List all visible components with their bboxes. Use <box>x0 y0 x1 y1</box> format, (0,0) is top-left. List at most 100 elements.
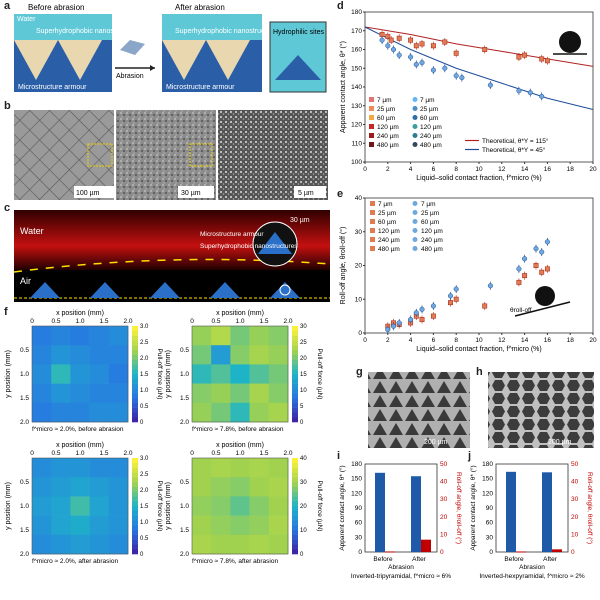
colorbar-segment <box>292 412 298 418</box>
heatmap-cell <box>70 402 90 423</box>
colorbar-segment <box>132 510 138 516</box>
x-tick-label: 2.0 <box>283 450 292 457</box>
colorbar-segment <box>132 393 138 399</box>
colorbar-segment <box>132 491 138 497</box>
armour-right-label: Microstructure armour <box>166 84 235 91</box>
panel-b-sem: 100 µm 30 µm 5 µm <box>14 110 328 200</box>
legend-marker <box>369 115 374 120</box>
chart-caption: Inverted-tripyramidal, f^micro ≈ 6% <box>351 573 451 580</box>
colorbar-segment <box>292 330 298 336</box>
colorbar-segment <box>132 407 138 413</box>
panel-label-b: b <box>4 100 11 112</box>
x-tick-label: 0 <box>190 318 194 325</box>
y2-axis-label: Roll-off angle, θroll-off (°) <box>586 472 594 544</box>
colorbar-segment <box>292 534 298 540</box>
heatmap-frame <box>31 457 129 555</box>
colorbar-segment <box>292 364 298 370</box>
x-tick-label: 2 <box>386 166 390 173</box>
x-tick-label: 16 <box>544 166 552 173</box>
heatmap-cell <box>32 458 52 478</box>
y-tick-label: 20 <box>355 263 363 270</box>
hex-pattern <box>488 372 594 448</box>
colorbar-segment <box>132 345 138 351</box>
data-point-red <box>379 32 385 37</box>
panel-label-f: f <box>4 306 8 318</box>
panel-label-j: j <box>468 450 472 462</box>
heatmap-cell <box>230 364 250 384</box>
bar-contact-angle <box>411 476 421 552</box>
x-axis-label: Liquid–solid contact fraction, f^micro (… <box>416 346 541 353</box>
legend-label: 120 µm <box>421 228 443 235</box>
heatmap-cell <box>51 402 71 423</box>
data-point-red <box>430 313 436 319</box>
colorbar-segment <box>132 467 138 473</box>
heatmap-cell <box>268 383 289 404</box>
colorbar-segment <box>292 496 298 502</box>
legend-label: 60 µm <box>420 115 438 122</box>
legend-label: 120 µm <box>420 124 442 131</box>
data-point-red <box>448 300 453 306</box>
y-tick-label: 120 <box>351 490 362 497</box>
heatmap-cell <box>249 402 270 423</box>
panel-c-image: Water Air 30 µm Microstructure armour Su… <box>13 210 331 302</box>
colorbar-segment <box>292 515 298 521</box>
y2-tick-label: 10 <box>571 531 579 538</box>
y-axis-label: Roll-off angle, θroll-off (°) <box>339 227 347 305</box>
x-tick-label: 0 <box>30 450 34 457</box>
x-axis-label: x position (mm) <box>216 442 264 449</box>
heatmap-cell <box>89 534 110 555</box>
colorbar-tick: 0.5 <box>140 536 149 542</box>
arrow-head-icon <box>150 65 155 71</box>
heatmap-cell <box>89 496 110 516</box>
data-point-blue <box>539 249 545 255</box>
x-tick-label: 12 <box>498 337 506 344</box>
x-tick-label: 14 <box>521 337 529 344</box>
y-tick-label: 180 <box>351 461 362 468</box>
x-axis-label: x position (mm) <box>56 442 104 449</box>
chart-caption: Inverted-hexpyramidal, f^micro ≈ 2% <box>479 573 584 580</box>
colorbar-segment <box>292 383 298 389</box>
colorbar-segment <box>132 496 138 502</box>
y-tick-label: 1.5 <box>20 395 29 402</box>
colorbar-tick: 3.0 <box>140 324 149 330</box>
colorbar-segment <box>292 491 298 497</box>
colorbar-tick: 3.0 <box>140 456 149 462</box>
heatmap-cell <box>51 383 71 404</box>
colorbar-tick: 2.0 <box>140 488 149 494</box>
x-tick-label: 2.0 <box>123 318 132 325</box>
legend-marker <box>412 142 418 147</box>
heatmap-cell <box>211 534 231 555</box>
heatmap-cell <box>249 477 270 497</box>
category-label: Before <box>504 556 524 563</box>
plot-frame <box>364 197 594 334</box>
armour-left <box>14 40 112 92</box>
heatmap-cell <box>51 477 71 497</box>
heatmap-cell <box>32 326 52 346</box>
data-point-blue <box>430 67 436 73</box>
heatmap-frame <box>191 325 289 423</box>
heatmap-cell <box>249 515 270 536</box>
heatmap-cell <box>211 383 231 404</box>
data-point-blue <box>516 88 522 94</box>
heatmap-caption: f^micro ≈ 2.0%, before abrasion <box>32 426 124 433</box>
y-axis-label: y position (mm) <box>165 482 172 530</box>
zoom-circle <box>279 284 291 296</box>
data-point-blue <box>442 65 448 71</box>
data-point-blue <box>453 286 459 292</box>
heatmap-cell <box>89 326 110 346</box>
heatmap-cell <box>230 496 250 516</box>
heatmap-cell <box>70 515 90 536</box>
tri-pattern <box>368 372 470 448</box>
panel-h: h 200 µm <box>476 366 600 448</box>
colorbar-segment <box>292 510 298 516</box>
y-axis-label: Apparent contact angle, θ* (°) <box>338 465 346 550</box>
scale-bar-3: 5 µm <box>298 190 314 197</box>
colorbar-tick: 20 <box>300 356 307 362</box>
x-tick-label: 1.5 <box>99 450 108 457</box>
x-tick-label: 0 <box>190 450 194 457</box>
colorbar-tick: 2.0 <box>140 356 149 362</box>
heatmap-cell <box>249 496 270 516</box>
data-point-blue <box>539 93 545 99</box>
armour-left-label: Microstructure armour <box>18 84 87 91</box>
heatmap-cell <box>230 383 250 404</box>
